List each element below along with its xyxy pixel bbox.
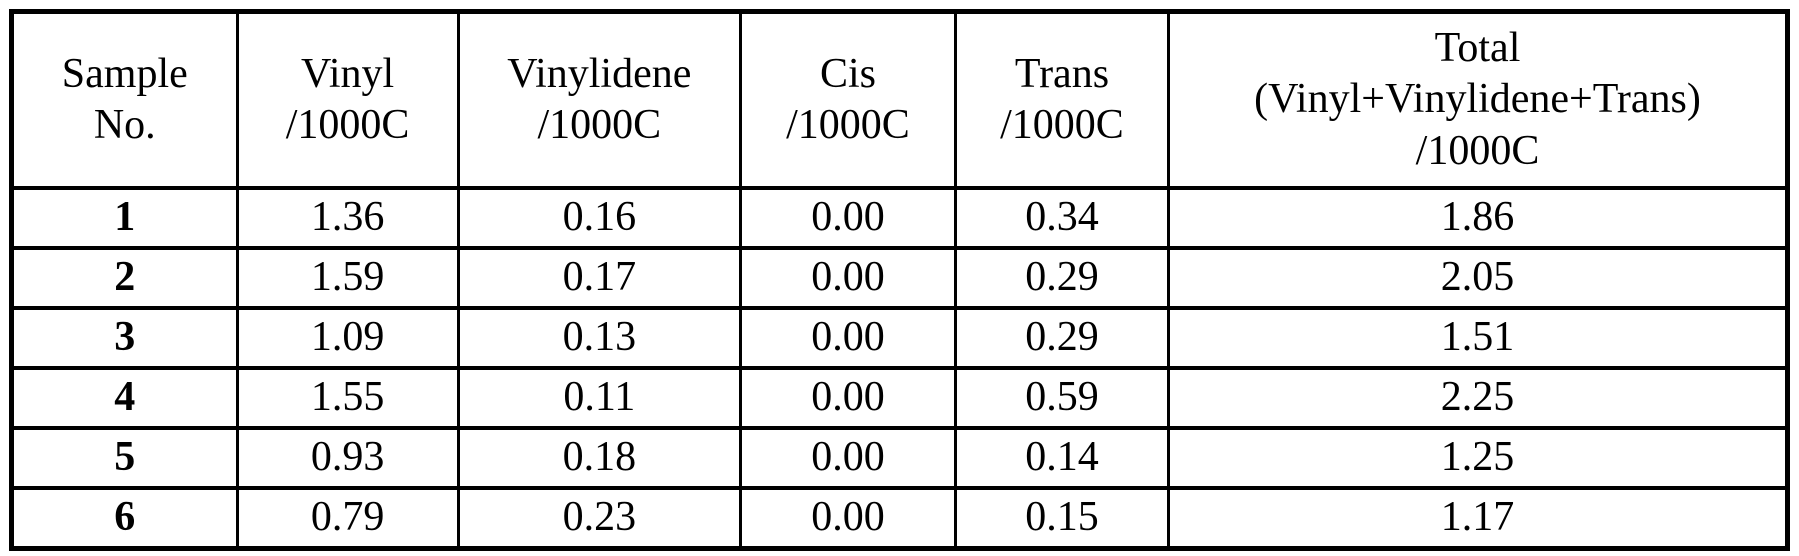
cell-vinylidene: 0.23	[456, 486, 743, 550]
cell-vinyl: 1.36	[235, 186, 460, 250]
cell-trans: 0.15	[953, 486, 1171, 550]
cell-total: 1.25	[1167, 426, 1789, 490]
cell-sample-no: 1	[10, 186, 239, 250]
table-row: 5 0.93 0.18 0.00 0.14 1.25	[10, 426, 1789, 490]
cell-sample-no: 6	[10, 486, 239, 550]
cell-cis: 0.00	[739, 246, 957, 310]
column-header-total: Total (Vinyl+Vinylidene+Trans) /1000C	[1167, 9, 1789, 190]
cell-cis: 0.00	[739, 186, 957, 250]
table-row: 1 1.36 0.16 0.00 0.34 1.86	[10, 186, 1789, 250]
table-container: Sample No. Vinyl /1000C Vinylidene /1000…	[9, 9, 1790, 551]
cell-trans: 0.59	[953, 366, 1171, 430]
table-row: 3 1.09 0.13 0.00 0.29 1.51	[10, 306, 1789, 370]
cell-vinyl: 0.79	[235, 486, 460, 550]
cell-vinylidene: 0.11	[456, 366, 743, 430]
column-header-vinyl: Vinyl /1000C	[235, 9, 460, 190]
cell-total: 2.25	[1167, 366, 1789, 430]
column-header-trans: Trans /1000C	[953, 9, 1171, 190]
cell-vinyl: 0.93	[235, 426, 460, 490]
cell-trans: 0.34	[953, 186, 1171, 250]
cell-total: 1.86	[1167, 186, 1789, 250]
cell-trans: 0.14	[953, 426, 1171, 490]
column-header-vinylidene: Vinylidene /1000C	[456, 9, 743, 190]
cell-sample-no: 3	[10, 306, 239, 370]
cell-trans: 0.29	[953, 306, 1171, 370]
table-header: Sample No. Vinyl /1000C Vinylidene /1000…	[10, 9, 1789, 190]
cell-sample-no: 4	[10, 366, 239, 430]
cell-total: 1.17	[1167, 486, 1789, 550]
cell-cis: 0.00	[739, 486, 957, 550]
cell-cis: 0.00	[739, 366, 957, 430]
table-row: 4 1.55 0.11 0.00 0.59 2.25	[10, 366, 1789, 430]
cell-sample-no: 2	[10, 246, 239, 310]
column-header-sample-no: Sample No.	[10, 9, 239, 190]
cell-vinyl: 1.59	[235, 246, 460, 310]
cell-vinylidene: 0.16	[456, 186, 743, 250]
cell-vinylidene: 0.18	[456, 426, 743, 490]
table-row: 2 1.59 0.17 0.00 0.29 2.05	[10, 246, 1789, 310]
header-row: Sample No. Vinyl /1000C Vinylidene /1000…	[10, 9, 1789, 190]
cell-vinyl: 1.09	[235, 306, 460, 370]
cell-total: 2.05	[1167, 246, 1789, 310]
cell-trans: 0.29	[953, 246, 1171, 310]
column-header-cis: Cis /1000C	[739, 9, 957, 190]
cell-total: 1.51	[1167, 306, 1789, 370]
cell-vinyl: 1.55	[235, 366, 460, 430]
cell-vinylidene: 0.13	[456, 306, 743, 370]
unsaturation-analysis-table: Sample No. Vinyl /1000C Vinylidene /1000…	[9, 9, 1790, 551]
table-row: 6 0.79 0.23 0.00 0.15 1.17	[10, 486, 1789, 550]
cell-sample-no: 5	[10, 426, 239, 490]
cell-vinylidene: 0.17	[456, 246, 743, 310]
table-body: 1 1.36 0.16 0.00 0.34 1.86 2 1.59 0.17 0…	[10, 186, 1789, 550]
cell-cis: 0.00	[739, 426, 957, 490]
cell-cis: 0.00	[739, 306, 957, 370]
